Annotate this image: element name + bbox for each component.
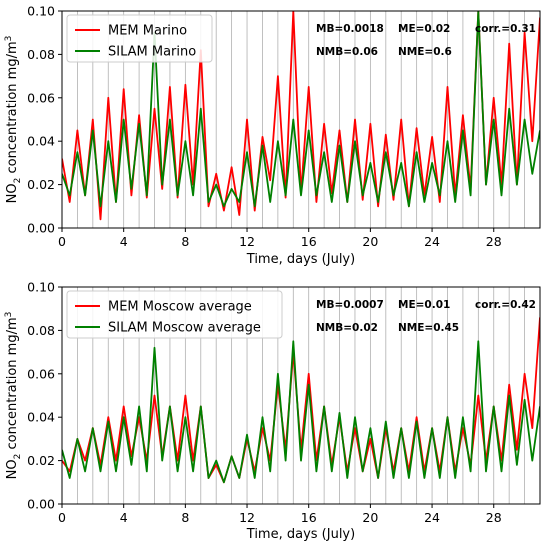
chart-panel-1: 0 4 8 12 16 20 24 28 0.00 0.02 0.04 0.06 0.08 0.10 Tim… <box>4 4 541 267</box>
y-tick-label: 0.00 <box>27 221 55 236</box>
x-tick-label: 24 <box>424 510 440 525</box>
y-axis-title: NO2 concentration mg/m3 <box>4 312 23 480</box>
stat-annotation: ME=0.01 <box>398 299 450 311</box>
x-tick-label: 8 <box>181 234 189 249</box>
stat-annotation: ME=0.02 <box>398 23 450 35</box>
stat-annotation: NME=0.45 <box>398 322 459 334</box>
x-tick-label: 12 <box>239 510 255 525</box>
x-tick-label: 12 <box>239 234 255 249</box>
stat-annotation: corr.=0.42 <box>475 299 536 311</box>
x-tick-label: 0 <box>58 234 66 249</box>
stat-annotation: MB=0.0018 <box>316 23 384 35</box>
x-axis-title: Time, days (July) <box>246 527 355 542</box>
plot-frame <box>61 10 541 229</box>
x-tick-label: 28 <box>486 234 502 249</box>
series-line-silam <box>62 11 540 208</box>
legend-label-mem: MEM Moscow average <box>108 300 252 315</box>
x-axis-title: Time, days (July) <box>246 252 355 267</box>
stat-annotation: MB=0.0007 <box>316 299 384 311</box>
legend-label-mem: MEM Marino <box>108 24 187 39</box>
y-tick-label: 0.08 <box>27 47 55 62</box>
y-tick-label: 0.08 <box>27 323 55 338</box>
y-title-superscript: 3 <box>4 312 14 318</box>
legend: MEM Moscow average SILAM Moscow average <box>66 290 283 339</box>
stat-annotation: NMB=0.02 <box>316 322 378 334</box>
y-title-part: NO <box>5 183 20 203</box>
x-tick-label: 20 <box>362 510 378 525</box>
y-tick-label: 0.04 <box>27 134 55 149</box>
chart-panel-2: 0 4 8 12 16 20 24 28 0.00 0.02 0.04 0.06 0.08 0.10 Tim… <box>4 280 541 542</box>
x-tick-label: 16 <box>301 510 317 525</box>
legend-box <box>66 290 283 339</box>
stat-annotation: NMB=0.06 <box>316 46 378 58</box>
y-tick-label: 0.06 <box>27 90 55 105</box>
x-tick-label: 16 <box>301 234 317 249</box>
x-tick-label: 4 <box>120 234 128 249</box>
y-title-part: concentration mg/m <box>5 317 20 453</box>
y-title-part: concentration mg/m <box>5 41 20 177</box>
x-tick-label: 8 <box>181 510 189 525</box>
x-tick-label: 28 <box>486 510 502 525</box>
y-tick-label: 0.06 <box>27 366 55 381</box>
y-tick-label: 0.02 <box>27 453 55 468</box>
y-title-subscript: 2 <box>13 178 23 184</box>
legend-box <box>66 14 213 63</box>
x-tick-label: 24 <box>424 234 440 249</box>
y-title-superscript: 3 <box>4 36 14 42</box>
y-tick-label: 0.10 <box>27 280 55 295</box>
y-title-subscript: 2 <box>13 454 23 460</box>
plot-frame <box>61 286 541 505</box>
series-line-silam <box>62 340 540 484</box>
x-tick-label: 0 <box>58 510 66 525</box>
y-tick-label: 0.00 <box>27 497 55 512</box>
x-tick-label: 20 <box>362 234 378 249</box>
y-tick-label: 0.10 <box>27 4 55 19</box>
legend: MEM Marino SILAM Marino <box>66 14 213 63</box>
x-tick-label: 4 <box>120 510 128 525</box>
y-tick-label: 0.04 <box>27 410 55 425</box>
legend-label-silam: SILAM Marino <box>108 45 196 60</box>
y-axis-title: NO2 concentration mg/m3 <box>4 36 23 204</box>
y-tick-label: 0.02 <box>27 177 55 192</box>
legend-label-silam: SILAM Moscow average <box>108 321 261 336</box>
y-title-part: NO <box>5 459 20 479</box>
stat-annotation: NME=0.6 <box>398 46 452 58</box>
stat-annotation: corr.=0.31 <box>475 23 536 35</box>
